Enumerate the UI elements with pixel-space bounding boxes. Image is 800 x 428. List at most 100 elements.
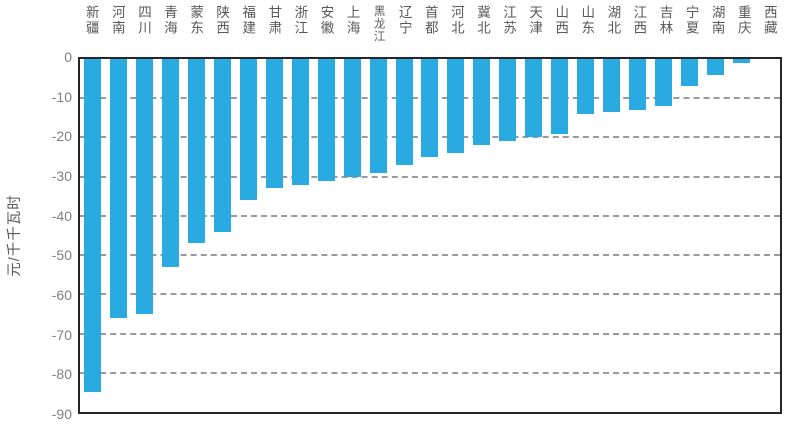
plot-area (78, 57, 782, 414)
bar-column (339, 59, 365, 412)
x-label-column: 青海 (156, 5, 182, 55)
x-axis-label: 首都 (422, 5, 438, 36)
x-axis-label: 浙江 (292, 5, 308, 36)
x-axis-label: 河北 (448, 5, 464, 36)
bar-column (210, 59, 236, 412)
bar-column (313, 59, 339, 412)
bars-layer (80, 59, 780, 412)
bar-column (547, 59, 573, 412)
y-axis-ticks: 0 -10 -20 -30 -40 -50 -60 -70 -80 -90 (18, 50, 72, 421)
x-label-column: 辽宁 (391, 5, 417, 55)
bar (395, 59, 413, 165)
y-tick-label: -70 (51, 326, 72, 343)
bar (654, 59, 672, 107)
x-axis-label: 冀北 (474, 5, 490, 36)
bar-column (728, 59, 754, 412)
bar (214, 59, 232, 232)
bar-column (624, 59, 650, 412)
bar (317, 59, 335, 181)
x-axis-labels: 新疆 河南 四川 青海 蒙东 陕西 福建 甘肃 浙江 安徽 上海 黑龙江 辽宁 首都 河北 冀北 江苏 天津 山西山… (78, 5, 782, 55)
x-label-column: 吉林 (652, 5, 678, 55)
x-label-column: 山西 (547, 5, 573, 55)
x-label-column: 湖北 (600, 5, 626, 55)
x-label-column: 上海 (339, 5, 365, 55)
y-tick-label: -30 (51, 168, 72, 184)
x-axis-label: 蒙东 (188, 5, 204, 36)
bar-column (287, 59, 313, 412)
bar (706, 59, 724, 75)
bar-column (365, 59, 391, 412)
bar (239, 59, 257, 201)
x-axis-label: 福建 (240, 5, 256, 36)
x-axis-label: 陕西 (214, 5, 230, 36)
x-label-column: 黑龙江 (365, 5, 391, 55)
y-tick-label: -60 (51, 287, 72, 303)
y-tick-label: 0 (64, 49, 72, 65)
y-tick-label: -80 (51, 366, 72, 383)
x-axis-label: 吉林 (657, 5, 673, 36)
bar (265, 59, 283, 189)
bar (291, 59, 309, 185)
x-axis-label: 湖南 (709, 5, 725, 36)
x-label-column: 西藏 (756, 5, 782, 55)
bar (188, 59, 206, 244)
x-axis-label: 四川 (135, 5, 151, 36)
x-axis-label: 湖北 (605, 5, 621, 36)
gridline (80, 332, 780, 335)
x-axis-label: 宁夏 (683, 5, 699, 36)
x-label-column: 首都 (417, 5, 443, 55)
x-axis-label: 重庆 (735, 5, 751, 36)
bar-column (650, 59, 676, 412)
bar (499, 59, 517, 142)
x-label-column: 福建 (234, 5, 260, 55)
x-label-column: 浙江 (287, 5, 313, 55)
x-label-column: 河南 (104, 5, 130, 55)
x-label-column: 安徽 (313, 5, 339, 55)
bar-column (106, 59, 132, 412)
bar-column (573, 59, 599, 412)
x-label-column: 甘肃 (261, 5, 287, 55)
bar (551, 59, 569, 134)
bar-column (261, 59, 287, 412)
bar (576, 59, 594, 114)
y-tick-label: -40 (51, 207, 72, 224)
gridline (80, 214, 780, 217)
gridline (80, 175, 780, 178)
x-axis-label: 青海 (162, 5, 178, 36)
x-label-column: 山东 (573, 5, 599, 55)
bar (732, 59, 750, 63)
bar (525, 59, 543, 138)
bar (628, 59, 646, 110)
bar (110, 59, 128, 318)
x-label-column: 湖南 (704, 5, 730, 55)
bar-column (132, 59, 158, 412)
x-label-column: 冀北 (469, 5, 495, 55)
bar-column (676, 59, 702, 412)
bar (343, 59, 361, 177)
x-axis-label: 江西 (631, 5, 647, 36)
x-label-column: 宁夏 (678, 5, 704, 55)
bar (162, 59, 180, 267)
bar-column (495, 59, 521, 412)
x-label-column: 重庆 (730, 5, 756, 55)
x-label-column: 四川 (130, 5, 156, 55)
x-axis-label: 黑龙江 (372, 5, 385, 43)
x-axis-label: 安徽 (318, 5, 334, 36)
x-axis-label: 山东 (579, 5, 595, 36)
bar-column (443, 59, 469, 412)
x-label-column: 蒙东 (182, 5, 208, 55)
bar-column (521, 59, 547, 412)
gridline (80, 254, 780, 257)
bar-column (754, 59, 780, 412)
bar (421, 59, 439, 158)
bar (369, 59, 387, 173)
x-label-column: 江西 (626, 5, 652, 55)
x-axis-label: 新疆 (83, 5, 99, 36)
x-axis-label: 河南 (109, 5, 125, 36)
bar (447, 59, 465, 154)
bar-column (80, 59, 106, 412)
x-axis-label: 山西 (553, 5, 569, 36)
x-axis-label: 江苏 (501, 5, 517, 36)
x-label-column: 江苏 (495, 5, 521, 55)
